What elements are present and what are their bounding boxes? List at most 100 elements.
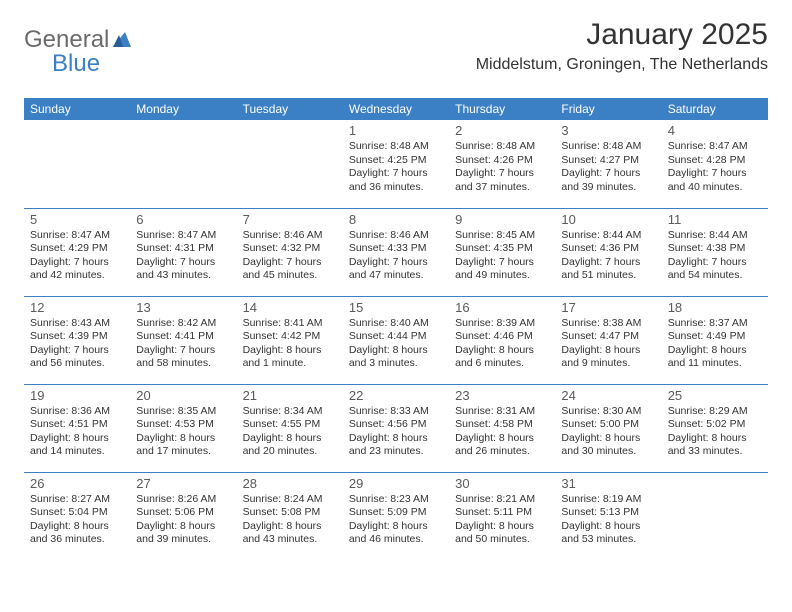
day-details: Sunrise: 8:27 AMSunset: 5:04 PMDaylight:… xyxy=(30,493,124,548)
month-title: January 2025 xyxy=(476,18,768,52)
day-details: Sunrise: 8:47 AMSunset: 4:29 PMDaylight:… xyxy=(30,229,124,284)
calendar-week-row: 5 Sunrise: 8:47 AMSunset: 4:29 PMDaylight… xyxy=(24,208,768,296)
day-details: Sunrise: 8:34 AMSunset: 4:55 PMDaylight:… xyxy=(243,405,337,460)
day-number: 26 xyxy=(30,476,124,491)
calendar-day-cell: 16 Sunrise: 8:39 AMSunset: 4:46 PMDayligh… xyxy=(449,296,555,384)
calendar-day-cell: 8 Sunrise: 8:46 AMSunset: 4:33 PMDaylight… xyxy=(343,208,449,296)
calendar-day-cell: 27Sunrise: 8:26 AMSunset: 5:06 PMDayligh… xyxy=(130,472,236,560)
calendar-day-cell: 17 Sunrise: 8:38 AMSunset: 4:47 PMDayligh… xyxy=(555,296,661,384)
day-number: 15 xyxy=(349,300,443,315)
calendar-day-cell: 21 Sunrise: 8:34 AMSunset: 4:55 PMDayligh… xyxy=(237,384,343,472)
weekday-header: Wednesday xyxy=(343,98,449,120)
day-number: 12 xyxy=(30,300,124,315)
brand-text-2: Blue xyxy=(24,50,133,78)
calendar-day-cell: 1 Sunrise: 8:48 AMSunset: 4:25 PMDaylight… xyxy=(343,120,449,208)
calendar-empty-cell xyxy=(24,120,130,208)
day-details: Sunrise: 8:48 AMSunset: 4:27 PMDaylight:… xyxy=(561,140,655,195)
day-details: Sunrise: 8:47 AMSunset: 4:28 PMDaylight:… xyxy=(668,140,762,195)
weekday-header: Monday xyxy=(130,98,236,120)
day-number: 27 xyxy=(136,476,230,491)
calendar-day-cell: 14 Sunrise: 8:41 AMSunset: 4:42 PMDayligh… xyxy=(237,296,343,384)
calendar-header-row: SundayMondayTuesdayWednesdayThursdayFrid… xyxy=(24,98,768,120)
day-details: Sunrise: 8:42 AMSunset: 4:41 PMDaylight:… xyxy=(136,317,230,372)
day-number: 9 xyxy=(455,212,549,227)
calendar-day-cell: 20 Sunrise: 8:35 AMSunset: 4:53 PMDayligh… xyxy=(130,384,236,472)
day-details: Sunrise: 8:33 AMSunset: 4:56 PMDaylight:… xyxy=(349,405,443,460)
day-number: 23 xyxy=(455,388,549,403)
day-details: Sunrise: 8:46 AMSunset: 4:33 PMDaylight:… xyxy=(349,229,443,284)
calendar-day-cell: 13 Sunrise: 8:42 AMSunset: 4:41 PMDayligh… xyxy=(130,296,236,384)
calendar-week-row: 19 Sunrise: 8:36 AMSunset: 4:51 PMDayligh… xyxy=(24,384,768,472)
calendar-empty-cell xyxy=(130,120,236,208)
calendar-day-cell: 11Sunrise: 8:44 AMSunset: 4:38 PMDayligh… xyxy=(662,208,768,296)
day-number: 30 xyxy=(455,476,549,491)
calendar-day-cell: 26 Sunrise: 8:27 AMSunset: 5:04 PMDayligh… xyxy=(24,472,130,560)
calendar-week-row: 12 Sunrise: 8:43 AMSunset: 4:39 PMDayligh… xyxy=(24,296,768,384)
weekday-header: Friday xyxy=(555,98,661,120)
day-number: 1 xyxy=(349,123,443,138)
day-details: Sunrise: 8:39 AMSunset: 4:46 PMDaylight:… xyxy=(455,317,549,372)
day-details: Sunrise: 8:41 AMSunset: 4:42 PMDaylight:… xyxy=(243,317,337,372)
day-details: Sunrise: 8:24 AMSunset: 5:08 PMDaylight:… xyxy=(243,493,337,548)
calendar-day-cell: 15 Sunrise: 8:40 AMSunset: 4:44 PMDayligh… xyxy=(343,296,449,384)
day-details: Sunrise: 8:23 AMSunset: 5:09 PMDaylight:… xyxy=(349,493,443,548)
weekday-header: Saturday xyxy=(662,98,768,120)
day-number: 4 xyxy=(668,123,762,138)
day-number: 11 xyxy=(668,212,762,227)
calendar-day-cell: 12 Sunrise: 8:43 AMSunset: 4:39 PMDayligh… xyxy=(24,296,130,384)
day-details: Sunrise: 8:38 AMSunset: 4:47 PMDaylight:… xyxy=(561,317,655,372)
calendar-day-cell: 29 Sunrise: 8:23 AMSunset: 5:09 PMDayligh… xyxy=(343,472,449,560)
day-details: Sunrise: 8:31 AMSunset: 4:58 PMDaylight:… xyxy=(455,405,549,460)
day-number: 17 xyxy=(561,300,655,315)
day-number: 6 xyxy=(136,212,230,227)
weekday-header: Sunday xyxy=(24,98,130,120)
calendar-week-row: 26 Sunrise: 8:27 AMSunset: 5:04 PMDayligh… xyxy=(24,472,768,560)
weekday-header: Tuesday xyxy=(237,98,343,120)
day-number: 22 xyxy=(349,388,443,403)
calendar-day-cell: 3 Sunrise: 8:48 AMSunset: 4:27 PMDaylight… xyxy=(555,120,661,208)
calendar-day-cell: 19 Sunrise: 8:36 AMSunset: 4:51 PMDayligh… xyxy=(24,384,130,472)
day-number: 3 xyxy=(561,123,655,138)
day-number: 8 xyxy=(349,212,443,227)
day-details: Sunrise: 8:43 AMSunset: 4:39 PMDaylight:… xyxy=(30,317,124,372)
day-number: 20 xyxy=(136,388,230,403)
calendar-body: 1 Sunrise: 8:48 AMSunset: 4:25 PMDaylight… xyxy=(24,120,768,560)
day-details: Sunrise: 8:29 AMSunset: 5:02 PMDaylight:… xyxy=(668,405,762,460)
calendar-day-cell: 5 Sunrise: 8:47 AMSunset: 4:29 PMDaylight… xyxy=(24,208,130,296)
day-details: Sunrise: 8:21 AMSunset: 5:11 PMDaylight:… xyxy=(455,493,549,548)
day-details: Sunrise: 8:45 AMSunset: 4:35 PMDaylight:… xyxy=(455,229,549,284)
day-number: 5 xyxy=(30,212,124,227)
day-details: Sunrise: 8:35 AMSunset: 4:53 PMDaylight:… xyxy=(136,405,230,460)
calendar-day-cell: 22 Sunrise: 8:33 AMSunset: 4:56 PMDayligh… xyxy=(343,384,449,472)
day-number: 31 xyxy=(561,476,655,491)
day-details: Sunrise: 8:47 AMSunset: 4:31 PMDaylight:… xyxy=(136,229,230,284)
calendar-day-cell: 7Sunrise: 8:46 AMSunset: 4:32 PMDaylight… xyxy=(237,208,343,296)
day-details: Sunrise: 8:36 AMSunset: 4:51 PMDaylight:… xyxy=(30,405,124,460)
day-details: Sunrise: 8:40 AMSunset: 4:44 PMDaylight:… xyxy=(349,317,443,372)
day-details: Sunrise: 8:48 AMSunset: 4:25 PMDaylight:… xyxy=(349,140,443,195)
day-number: 7 xyxy=(243,212,337,227)
calendar-day-cell: 9 Sunrise: 8:45 AMSunset: 4:35 PMDaylight… xyxy=(449,208,555,296)
day-number: 21 xyxy=(243,388,337,403)
calendar-week-row: 1 Sunrise: 8:48 AMSunset: 4:25 PMDaylight… xyxy=(24,120,768,208)
calendar-day-cell: 6 Sunrise: 8:47 AMSunset: 4:31 PMDaylight… xyxy=(130,208,236,296)
day-details: Sunrise: 8:19 AMSunset: 5:13 PMDaylight:… xyxy=(561,493,655,548)
calendar-day-cell: 31 Sunrise: 8:19 AMSunset: 5:13 PMDayligh… xyxy=(555,472,661,560)
day-number: 24 xyxy=(561,388,655,403)
day-number: 13 xyxy=(136,300,230,315)
day-number: 18 xyxy=(668,300,762,315)
day-number: 14 xyxy=(243,300,337,315)
day-number: 16 xyxy=(455,300,549,315)
day-number: 19 xyxy=(30,388,124,403)
calendar-table: SundayMondayTuesdayWednesdayThursdayFrid… xyxy=(24,98,768,560)
calendar-empty-cell xyxy=(662,472,768,560)
title-block: January 2025 Middelstum, Groningen, The … xyxy=(476,18,768,74)
calendar-day-cell: 25Sunrise: 8:29 AMSunset: 5:02 PMDayligh… xyxy=(662,384,768,472)
calendar-day-cell: 30 Sunrise: 8:21 AMSunset: 5:11 PMDayligh… xyxy=(449,472,555,560)
weekday-header: Thursday xyxy=(449,98,555,120)
day-number: 28 xyxy=(243,476,337,491)
day-number: 29 xyxy=(349,476,443,491)
day-number: 2 xyxy=(455,123,549,138)
day-details: Sunrise: 8:48 AMSunset: 4:26 PMDaylight:… xyxy=(455,140,549,195)
location-text: Middelstum, Groningen, The Netherlands xyxy=(476,56,768,74)
